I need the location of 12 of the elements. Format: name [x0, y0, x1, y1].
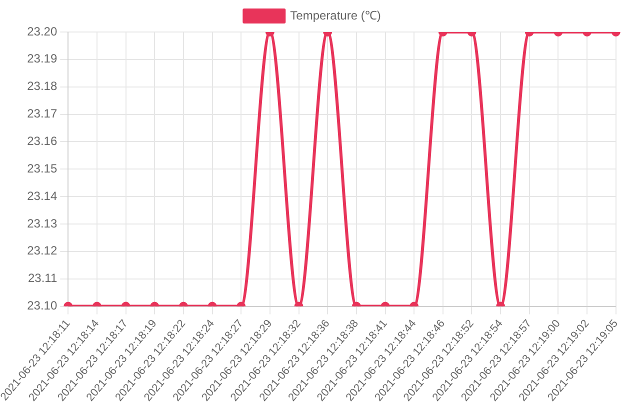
- y-tick-label: 23.13: [27, 216, 58, 230]
- y-tick-label: 23.17: [27, 106, 58, 121]
- y-tick-label: 23.12: [27, 244, 58, 258]
- y-tick-label: 23.14: [27, 188, 58, 203]
- y-tick-label: 23.16: [27, 134, 58, 148]
- y-tick-label: 23.10: [27, 298, 58, 313]
- y-tick-label: 23.15: [27, 161, 58, 176]
- y-tick-label: 23.19: [27, 52, 58, 66]
- y-tick-label: 23.18: [27, 79, 58, 94]
- legend-label: Temperature (℃): [290, 8, 381, 22]
- y-tick-label: 23.11: [28, 271, 58, 286]
- y-tick-label: 23.20: [27, 24, 58, 38]
